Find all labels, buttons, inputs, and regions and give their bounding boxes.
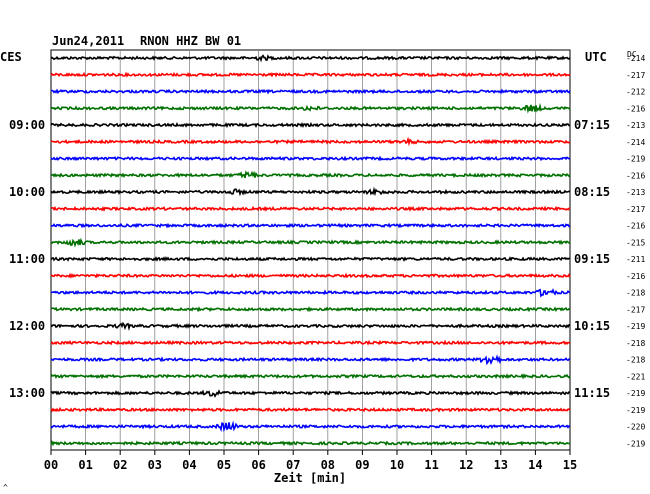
- trace-row: [50, 186, 571, 197]
- x-tick-label: 03: [148, 458, 162, 472]
- left-time-label: 09:00: [9, 118, 45, 132]
- trace-row: [50, 420, 571, 433]
- x-tick-label: 08: [321, 458, 335, 472]
- dc-offset-label: -216: [626, 171, 645, 180]
- trace-row: [50, 136, 571, 147]
- dc-offset-label: -216: [626, 222, 645, 231]
- corner-mark: ^: [3, 483, 8, 492]
- trace-row: [50, 71, 571, 78]
- x-tick-label: 04: [182, 458, 196, 472]
- right-timezone-label: UTC: [585, 50, 607, 64]
- trace-row: [50, 222, 571, 229]
- x-tick-label: 07: [286, 458, 300, 472]
- left-timezone-label: CES: [0, 50, 22, 64]
- trace-row: [50, 88, 571, 95]
- x-tick-label: 11: [424, 458, 438, 472]
- traces: [50, 54, 571, 447]
- dc-offset-label: -217: [626, 205, 645, 214]
- trace-row: [50, 155, 571, 162]
- dc-label: DC: [627, 50, 637, 59]
- trace-row: [50, 321, 571, 331]
- dc-offset-label: -219: [626, 155, 645, 164]
- trace-row: [50, 122, 570, 129]
- dc-offset-label: -219: [626, 406, 645, 415]
- left-time-label: 12:00: [9, 319, 45, 333]
- dc-offset-label: -219: [626, 389, 645, 398]
- x-tick-label: 05: [217, 458, 231, 472]
- dc-offset-label: -214: [626, 138, 645, 147]
- station-name: RNON HHZ BW 01: [140, 34, 241, 48]
- dc-offset-label: -214: [626, 54, 645, 63]
- dc-offset-label: -218: [626, 356, 645, 365]
- x-tick-label: 12: [459, 458, 473, 472]
- x-axis-label: Zeit [min]: [274, 471, 346, 485]
- left-time-label: 13:00: [9, 386, 45, 400]
- dc-offset-label: -211: [626, 255, 645, 264]
- trace-row: [50, 406, 571, 413]
- dc-offset-label: -217: [626, 71, 645, 80]
- dc-offset-label: -216: [626, 272, 645, 281]
- labels: Jun24,2011 RNON HHZ BW 01 CES UTC DC Zei…: [0, 34, 645, 492]
- trace-row: [50, 54, 571, 63]
- right-time-label: 07:15: [574, 118, 610, 132]
- grid: [50, 49, 571, 451]
- left-time-label: 11:00: [9, 252, 45, 266]
- trace-row: [50, 440, 571, 447]
- trace-row: [50, 354, 571, 366]
- trace-row: [50, 288, 571, 298]
- x-tick-label: 09: [355, 458, 369, 472]
- x-tick-label: 01: [78, 458, 92, 472]
- dc-offset-label: -215: [626, 238, 645, 247]
- trace-row: [50, 389, 571, 398]
- trace-row: [50, 102, 571, 114]
- x-tick-label: 00: [44, 458, 58, 472]
- trace-row: [50, 237, 571, 248]
- trace-row: [50, 272, 571, 279]
- right-time-label: 11:15: [574, 386, 610, 400]
- trace-row: [50, 306, 571, 313]
- dc-offset-label: -219: [626, 439, 645, 448]
- dc-offset-label: -218: [626, 289, 645, 298]
- trace-row: [50, 170, 571, 179]
- dc-offset-label: -218: [626, 339, 645, 348]
- record-date: Jun24,2011: [52, 34, 124, 48]
- dc-offset-label: -217: [626, 305, 645, 314]
- x-tick-label: 06: [251, 458, 265, 472]
- trace-row: [50, 205, 571, 212]
- dc-offset-label: -221: [626, 372, 645, 381]
- dc-offset-label: -212: [626, 88, 645, 97]
- plot-frame: [50, 49, 571, 451]
- x-tick-label: 02: [113, 458, 127, 472]
- right-time-label: 10:15: [574, 319, 610, 333]
- x-tick-label: 15: [563, 458, 577, 472]
- x-tick-label: 13: [494, 458, 508, 472]
- trace-row: [50, 256, 571, 262]
- left-time-label: 10:00: [9, 185, 45, 199]
- right-time-label: 09:15: [574, 252, 610, 266]
- x-tick-label: 10: [390, 458, 404, 472]
- x-tick-label: 14: [528, 458, 542, 472]
- trace-row: [50, 373, 571, 380]
- axis-ticks: 00 01 02 03 04 05 06 07 08 09 10 11 12 13 14 15: [44, 450, 577, 472]
- trace-row: [50, 339, 571, 346]
- dc-offset-label: -213: [626, 121, 645, 130]
- dc-offset-label: -219: [626, 322, 645, 331]
- right-time-label: 08:15: [574, 185, 610, 199]
- dc-offset-label: -220: [626, 423, 645, 432]
- dc-offset-label: -216: [626, 104, 645, 113]
- dc-offset-label: -213: [626, 188, 645, 197]
